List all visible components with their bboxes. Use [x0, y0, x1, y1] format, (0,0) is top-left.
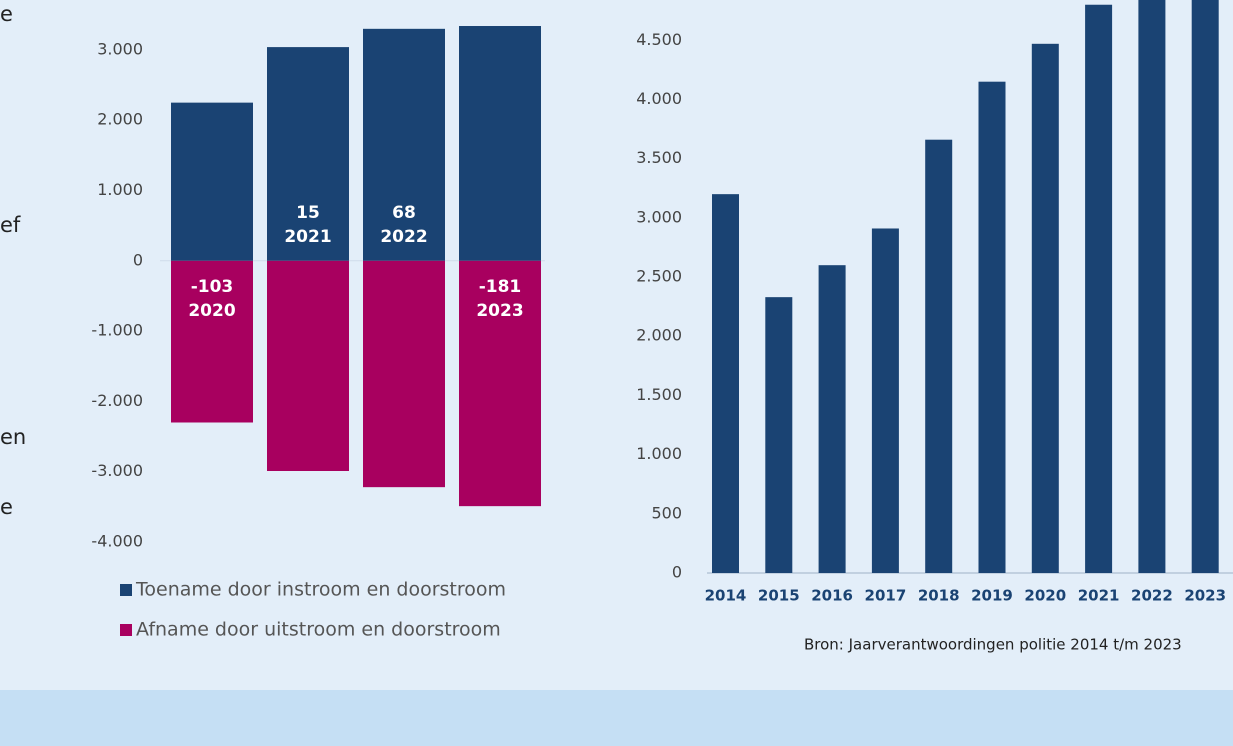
- bar-segment: [459, 260, 541, 507]
- bar-segment: [267, 260, 349, 471]
- legend-label: Afname door uitstroom en doorstroom: [136, 619, 501, 641]
- legend-swatch: [120, 584, 132, 596]
- bar-segment: [363, 28, 445, 261]
- y-tick-label: -2.000: [91, 391, 143, 410]
- side-text: e: [0, 495, 13, 519]
- y-tick-label: -4.000: [91, 532, 143, 551]
- x-tick-label: 2018: [918, 587, 960, 605]
- y-tick-label: 2.000: [97, 110, 143, 129]
- net-label: 15: [296, 203, 320, 223]
- bar-segment: [363, 260, 445, 488]
- bar: [1191, 0, 1219, 574]
- y-tick-label: 3.000: [636, 207, 682, 226]
- x-tick-label: 2023: [1184, 587, 1226, 605]
- legend-label: Toename door instroom en doorstroom: [135, 579, 506, 601]
- x-tick-label: 2014: [705, 587, 747, 605]
- y-tick-label: 2.000: [636, 326, 682, 345]
- y-tick-label: 1.000: [636, 444, 682, 463]
- side-text: ef: [0, 213, 21, 237]
- bar: [1031, 43, 1059, 574]
- category-label: 2022: [380, 227, 427, 247]
- bar: [978, 81, 1006, 573]
- bar: [1085, 4, 1113, 574]
- bar: [818, 265, 846, 573]
- y-tick-label: -1.000: [91, 321, 143, 340]
- y-tick-label: 500: [651, 503, 682, 522]
- bar-segment: [459, 26, 541, 261]
- x-tick-label: 2020: [1024, 587, 1066, 605]
- x-tick-label: 2022: [1131, 587, 1173, 605]
- bar-segment: [171, 260, 253, 423]
- net-label: -181: [479, 277, 522, 297]
- bar: [765, 297, 793, 573]
- source: Bron: Jaarverantwoordingen politie 2014 …: [804, 636, 1182, 654]
- y-tick-label: 2.500: [636, 267, 682, 286]
- y-tick-label: 4.500: [636, 30, 682, 49]
- net-label: 68: [392, 203, 416, 223]
- y-tick-label: -3.000: [91, 461, 143, 480]
- bar: [871, 228, 899, 573]
- x-tick-label: 2016: [811, 587, 853, 605]
- x-tick-label: 2021: [1078, 587, 1120, 605]
- bar: [712, 194, 739, 573]
- y-tick-label: 0: [133, 250, 143, 269]
- y-tick-label: 0: [672, 563, 682, 582]
- y-tick-label: 4.000: [636, 89, 682, 108]
- x-tick-label: 2019: [971, 587, 1013, 605]
- bar: [925, 139, 953, 573]
- category-label: 2023: [476, 301, 523, 321]
- bar-segment: [171, 102, 253, 261]
- net-label: -103: [191, 277, 234, 297]
- x-tick-label: 2015: [758, 587, 800, 605]
- y-tick-label: 1.500: [636, 385, 682, 404]
- footer-band: [0, 690, 1233, 746]
- x-tick-label: 2017: [865, 587, 907, 605]
- bar: [1138, 0, 1166, 573]
- bar-segment: [267, 47, 349, 261]
- y-tick-label: 3.000: [97, 39, 143, 58]
- side-text: e: [0, 2, 13, 26]
- category-label: 2021: [284, 227, 331, 247]
- y-tick-label: 3.500: [636, 148, 682, 167]
- side-text: en: [0, 425, 26, 449]
- category-label: 2020: [188, 301, 235, 321]
- legend-swatch: [120, 624, 132, 636]
- y-tick-label: 1.000: [97, 180, 143, 199]
